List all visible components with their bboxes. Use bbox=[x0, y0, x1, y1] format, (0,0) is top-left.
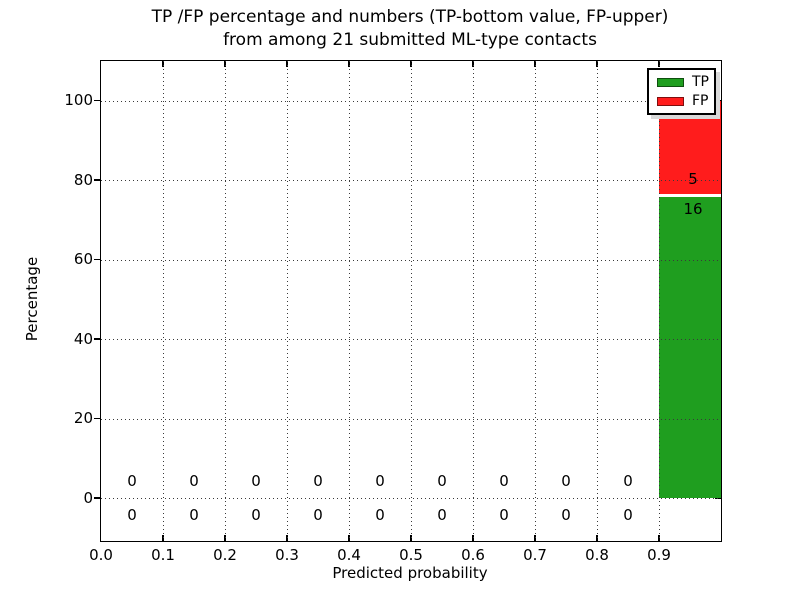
legend-label-tp: TP bbox=[692, 74, 709, 90]
tp-count-label: 0 bbox=[561, 506, 571, 525]
chart-title-line1: TP /FP percentage and numbers (TP-bottom… bbox=[151, 7, 669, 27]
gridline-y-0 bbox=[101, 498, 721, 500]
gridline-y-100 bbox=[101, 100, 721, 102]
fp-count-label: 0 bbox=[499, 472, 509, 491]
tp-count-label: 0 bbox=[623, 506, 633, 525]
legend-item-tp: TP bbox=[657, 75, 714, 89]
fp-count-label: 0 bbox=[623, 472, 633, 491]
bar-segment-fp bbox=[659, 100, 721, 195]
fp-count-label: 0 bbox=[127, 472, 137, 491]
y-tick-left-60 bbox=[93, 258, 100, 261]
x-tick-label-0.7: 0.7 bbox=[523, 546, 547, 564]
fp-count-label: 0 bbox=[561, 472, 571, 491]
legend-item-fp: FP bbox=[657, 94, 714, 108]
gridline-x-0.3 bbox=[287, 61, 288, 541]
tp-count-label: 0 bbox=[313, 506, 323, 525]
tp-count-label: 0 bbox=[189, 506, 199, 525]
y-tick-left-80 bbox=[93, 179, 100, 181]
y-tick-label-40: 40 bbox=[73, 329, 93, 348]
gridline-x-0.8 bbox=[597, 61, 598, 541]
plot-area: 0.9 0.8 0.7 0.6 0.5 0.4 0.3 0.2 0.1 0.0 100 80 60 40 2… bbox=[64, 60, 722, 563]
chart-title-line2: from among 21 submitted ML-type contacts bbox=[223, 30, 597, 50]
gridline-y-80 bbox=[101, 180, 721, 182]
x-tick-label-0.3: 0.3 bbox=[275, 546, 299, 564]
x-tick-label-0.8: 0.8 bbox=[585, 546, 609, 564]
fp-count-label: 5 bbox=[688, 170, 698, 189]
tp-count-label: 0 bbox=[375, 506, 385, 525]
y-tick-left-100 bbox=[93, 99, 100, 102]
fp-count-label: 0 bbox=[251, 472, 261, 491]
fp-count-label: 0 bbox=[437, 472, 447, 491]
x-tick-label-0.1: 0.1 bbox=[151, 546, 175, 564]
y-tick-label-80: 80 bbox=[73, 170, 93, 189]
gridline-x-0.9 bbox=[659, 61, 660, 541]
y-tick-left-0 bbox=[93, 497, 100, 499]
y-tick-left-40 bbox=[93, 338, 100, 340]
gridline-y-60 bbox=[101, 259, 721, 261]
x-tick-label-0.5: 0.5 bbox=[399, 546, 423, 564]
tp-count-label: 0 bbox=[251, 506, 261, 525]
fp-count-label: 0 bbox=[189, 472, 199, 491]
gridline-x-0.6 bbox=[473, 61, 474, 541]
gridline-x-0.4 bbox=[349, 61, 350, 541]
y-tick-label-0: 0 bbox=[83, 488, 93, 507]
x-tick-label-0.6: 0.6 bbox=[461, 546, 485, 564]
fp-color-swatch bbox=[657, 96, 684, 106]
chart-title: TP /FP percentage and numbers (TP-bottom… bbox=[100, 6, 720, 52]
gridline-x-0.2 bbox=[225, 61, 226, 541]
tp-count-label: 16 bbox=[683, 200, 703, 219]
bar-segment-tp bbox=[659, 197, 721, 499]
gridline-x-0.1 bbox=[163, 61, 164, 541]
tp-color-swatch bbox=[657, 77, 684, 87]
gridline-y-20 bbox=[101, 418, 721, 420]
x-tick-label-0.2: 0.2 bbox=[213, 546, 237, 564]
x-tick-label-0.4: 0.4 bbox=[337, 546, 361, 564]
y-tick-left-20 bbox=[93, 417, 100, 420]
tp-count-label: 0 bbox=[499, 506, 509, 525]
y-tick-label-20: 20 bbox=[73, 409, 93, 428]
fp-count-label: 0 bbox=[313, 472, 323, 491]
tp-count-label: 0 bbox=[437, 506, 447, 525]
y-tick-label-60: 60 bbox=[73, 250, 93, 269]
x-tick-label-0.9: 0.9 bbox=[647, 546, 671, 564]
x-axis-label: Predicted probability bbox=[332, 564, 488, 582]
fp-count-label: 0 bbox=[375, 472, 385, 491]
y-tick-label-100: 100 bbox=[64, 91, 93, 110]
tp-count-label: 0 bbox=[127, 506, 137, 525]
gridline-y-40 bbox=[101, 339, 721, 341]
legend: TP FP bbox=[647, 68, 716, 115]
legend-label-fp: FP bbox=[692, 93, 709, 109]
gridline-x-0.7 bbox=[535, 61, 536, 541]
x-tick-label-0: 0.0 bbox=[89, 546, 113, 564]
gridline-x-0.5 bbox=[411, 61, 412, 541]
